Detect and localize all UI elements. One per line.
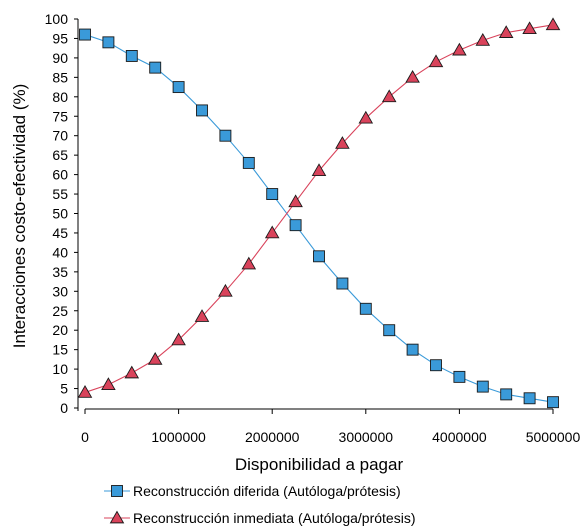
data-point (452, 42, 467, 56)
legend: Reconstrucción diferida (Autóloga/prótes… (104, 483, 415, 526)
x-tick-label: 5000000 (526, 429, 581, 445)
data-point (476, 380, 489, 393)
y-ticks: 0 5 10 15 20 25 30 35 40 45 50 55 60 65 70 75 80 85 90 95 10… (45, 11, 78, 416)
data-point (171, 332, 186, 346)
series-line (84, 24, 554, 393)
data-point (266, 188, 279, 201)
y-tick-label: 55 (52, 186, 68, 202)
data-point (196, 104, 208, 117)
x-ticks: 0 1000000 2000000 3000000 4000000 5000000 (81, 409, 580, 445)
y-tick-label: 30 (52, 283, 68, 299)
data-point (101, 377, 116, 390)
data-point (241, 256, 257, 270)
data-point (264, 225, 280, 239)
data-point (218, 283, 233, 297)
data-point (406, 343, 419, 356)
data-point (523, 392, 536, 405)
data-point (547, 396, 559, 409)
legend-item: Reconstrucción inmediata (Autóloga/próte… (104, 510, 415, 526)
data-point (545, 17, 561, 31)
data-point (358, 110, 374, 124)
series-1 (79, 28, 559, 409)
data-point (335, 136, 350, 149)
y-tick-label: 75 (52, 108, 68, 124)
y-tick-label: 65 (52, 147, 68, 163)
data-point (405, 69, 420, 83)
series-line (84, 34, 554, 403)
x-tick-label: 2000000 (245, 429, 300, 445)
data-point (500, 388, 513, 401)
y-tick-label: 20 (52, 322, 68, 338)
data-point (172, 81, 185, 94)
series-layer (77, 17, 561, 409)
data-point (381, 89, 397, 103)
y-tick-label: 35 (52, 264, 68, 280)
x-axis-title: Disponibilidad a pagar (235, 455, 404, 474)
data-point (288, 194, 303, 208)
y-tick-label: 90 (52, 50, 68, 66)
data-point (383, 324, 396, 337)
data-point (475, 32, 491, 46)
data-point (102, 36, 115, 49)
data-point (79, 28, 91, 41)
data-point (428, 54, 444, 68)
legend-label: Reconstrucción diferida (Autóloga/prótes… (133, 483, 401, 499)
y-axis-title: Interacciones costo-efectividad (%) (10, 84, 29, 349)
series-2 (77, 17, 561, 398)
data-point (336, 277, 349, 290)
x-tick-label: 0 (81, 429, 89, 445)
data-point (242, 156, 255, 169)
data-point (219, 129, 232, 142)
y-tick-label: 70 (52, 128, 68, 144)
y-tick-label: 40 (52, 244, 68, 260)
y-tick-label: 95 (52, 30, 68, 46)
data-point (147, 351, 163, 365)
data-point (124, 365, 140, 379)
x-tick-label: 1000000 (151, 429, 206, 445)
y-tick-label: 0 (60, 400, 68, 416)
y-tick-label: 60 (52, 167, 68, 183)
legend-marker (111, 485, 123, 497)
data-point (359, 302, 372, 315)
y-tick-label: 15 (52, 342, 68, 358)
y-tick-label: 5 (60, 381, 68, 397)
data-point (149, 61, 162, 74)
y-tick-label: 10 (52, 361, 68, 377)
data-point (430, 359, 442, 372)
y-tick-label: 85 (52, 69, 68, 85)
y-tick-label: 100 (45, 11, 69, 27)
y-tick-label: 25 (52, 303, 68, 319)
data-point (498, 25, 514, 38)
y-tick-label: 50 (52, 206, 68, 222)
data-point (522, 21, 537, 35)
legend-marker (109, 510, 125, 524)
y-tick-label: 80 (52, 89, 68, 105)
x-tick-label: 3000000 (339, 429, 394, 445)
data-point (311, 163, 327, 177)
data-point (453, 370, 466, 383)
x-tick-label: 4000000 (432, 429, 487, 445)
data-point (125, 50, 138, 62)
data-point (289, 219, 302, 232)
legend-item: Reconstrucción diferida (Autóloga/prótes… (104, 483, 401, 499)
data-point (313, 250, 325, 263)
data-point (77, 385, 93, 398)
y-tick-label: 45 (52, 225, 68, 241)
legend-label: Reconstrucción inmediata (Autóloga/próte… (133, 510, 415, 526)
data-point (194, 309, 210, 322)
axes (77, 19, 553, 411)
